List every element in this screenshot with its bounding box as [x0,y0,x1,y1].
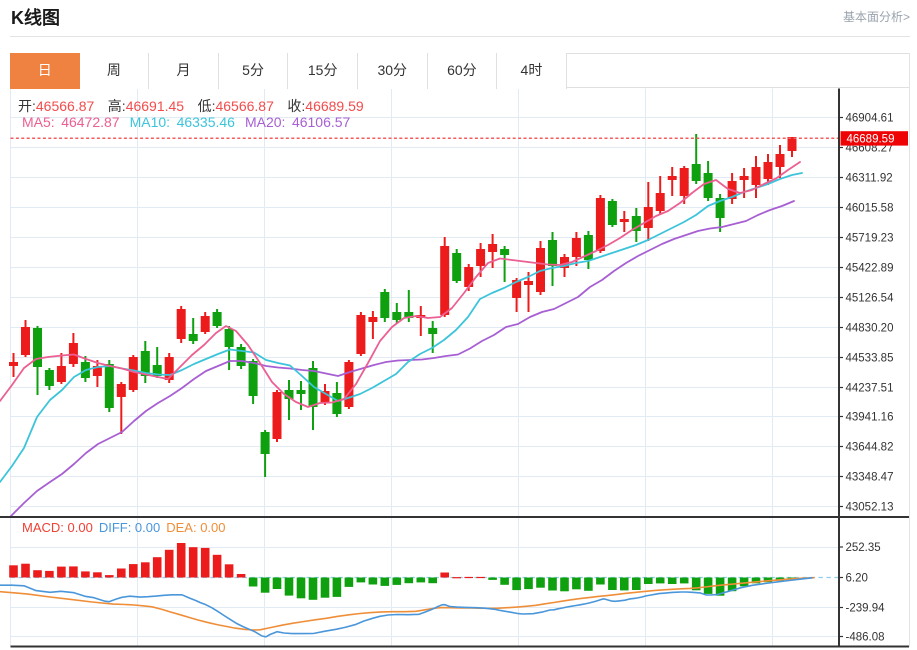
svg-text:6.20: 6.20 [846,573,868,585]
svg-text:43052.13: 43052.13 [846,502,894,514]
svg-text:-486.08: -486.08 [846,632,885,644]
svg-text:46904.61: 46904.61 [846,113,894,125]
svg-text:43941.16: 43941.16 [846,412,894,424]
svg-text:44237.51: 44237.51 [846,383,894,395]
svg-text:45422.89: 45422.89 [846,263,894,275]
svg-text:43644.82: 43644.82 [846,442,894,454]
svg-text:46311.92: 46311.92 [846,173,893,185]
svg-text:45126.54: 45126.54 [846,293,895,305]
svg-text:-239.94: -239.94 [846,603,886,615]
svg-text:45719.23: 45719.23 [846,233,894,245]
svg-text:44533.85: 44533.85 [846,353,894,365]
svg-text:46015.58: 46015.58 [846,203,894,215]
svg-text:46689.59: 46689.59 [847,134,895,146]
svg-text:252.35: 252.35 [846,542,881,554]
svg-text:44830.20: 44830.20 [846,323,894,335]
svg-text:46608.27: 46608.27 [846,143,894,155]
svg-text:43348.47: 43348.47 [846,472,894,484]
